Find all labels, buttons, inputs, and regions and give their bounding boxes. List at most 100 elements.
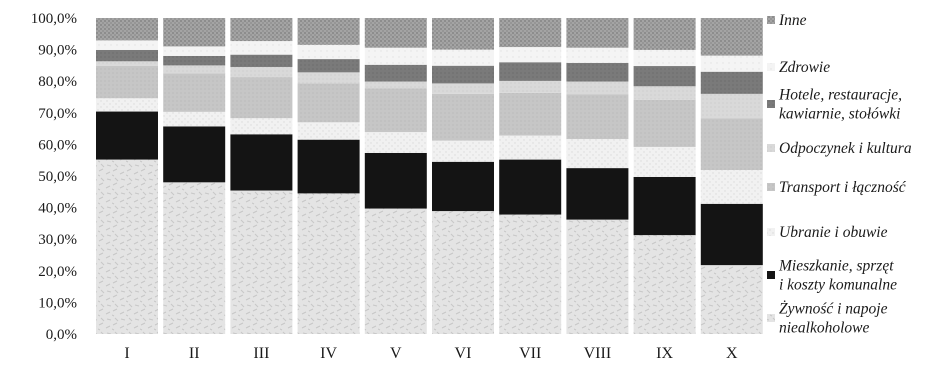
legend-label: Zdrowie bbox=[779, 59, 830, 76]
bar-segment bbox=[700, 169, 763, 204]
y-tick-label: 50,0% bbox=[38, 169, 77, 185]
bar-segment bbox=[633, 18, 696, 50]
legend-label: i koszty komunalne bbox=[779, 277, 897, 294]
x-tick-label: IX bbox=[656, 345, 673, 362]
bar-segment bbox=[96, 111, 158, 160]
x-tick-label: X bbox=[726, 345, 738, 362]
bar-segment bbox=[566, 219, 629, 334]
bar-segment bbox=[297, 59, 360, 73]
bar-segment bbox=[499, 47, 562, 63]
bars bbox=[96, 18, 763, 334]
legend: Inne Zdrowie Hotele, restauracje, kawiarnie… bbox=[767, 12, 912, 337]
bar-segment bbox=[633, 86, 696, 100]
legend-marker bbox=[767, 183, 775, 191]
bar-segment bbox=[96, 98, 158, 112]
bar-segment bbox=[700, 118, 763, 170]
bar-segment bbox=[364, 152, 427, 209]
bar-segment bbox=[499, 214, 562, 334]
bar-segment bbox=[96, 61, 158, 66]
bar-segment bbox=[163, 182, 226, 334]
legend-label: Odpoczynek i kultura bbox=[779, 140, 912, 157]
x-tick-label: I bbox=[124, 345, 129, 362]
bar-segment bbox=[633, 235, 696, 334]
y-axis: 0,0% 10,0% 20,0% 30,0% 40,0% 50,0% 60,0% 70,0% 8… bbox=[31, 11, 77, 343]
bar-segment bbox=[364, 132, 427, 153]
bar-segment bbox=[297, 122, 360, 140]
bar-segment bbox=[432, 93, 494, 141]
bar-segment bbox=[297, 83, 360, 123]
bar-segment bbox=[432, 140, 494, 162]
bar-segment bbox=[633, 176, 696, 236]
bar-segment bbox=[163, 55, 226, 66]
bar-segment bbox=[96, 18, 158, 41]
bar-segment bbox=[230, 54, 293, 67]
bar-segment bbox=[700, 71, 763, 94]
legend-marker bbox=[767, 314, 775, 322]
bar-segment bbox=[230, 41, 293, 55]
bar-segment bbox=[163, 73, 226, 112]
bar-segment bbox=[700, 55, 763, 72]
bar-segment bbox=[432, 18, 494, 50]
bar-segment bbox=[163, 126, 226, 183]
bar-segment bbox=[499, 135, 562, 160]
y-tick-label: 100,0% bbox=[31, 11, 77, 27]
bar-segment bbox=[499, 92, 562, 136]
bar-segment bbox=[364, 81, 427, 89]
bar-segment bbox=[297, 72, 360, 84]
legend-label: kawiarnie, stołówki bbox=[779, 106, 900, 123]
bar-segment bbox=[566, 47, 629, 63]
bar-segment bbox=[566, 139, 629, 169]
bar-segment bbox=[163, 46, 226, 56]
bar-segment bbox=[432, 161, 494, 212]
x-tick-label: VI bbox=[455, 345, 472, 362]
legend-marker bbox=[767, 271, 775, 279]
bar-segment bbox=[566, 62, 629, 82]
bar-segment bbox=[566, 81, 629, 95]
y-tick-label: 80,0% bbox=[38, 74, 77, 90]
bar-segment bbox=[700, 203, 763, 266]
bar-segment bbox=[96, 65, 158, 99]
bar-segment bbox=[163, 111, 226, 127]
bar-segment bbox=[96, 49, 158, 62]
bar-segment bbox=[633, 99, 696, 147]
y-tick-label: 30,0% bbox=[38, 232, 77, 248]
bar-segment bbox=[633, 146, 696, 177]
bar-segment bbox=[364, 208, 427, 334]
x-tick-label: III bbox=[253, 345, 269, 362]
legend-marker bbox=[767, 16, 775, 24]
bar-segment bbox=[566, 168, 629, 220]
bar-segment bbox=[230, 118, 293, 135]
legend-label: Transport i łączność bbox=[779, 179, 907, 196]
x-tick-label: IV bbox=[320, 345, 337, 362]
bar-segment bbox=[230, 66, 293, 78]
legend-label: Inne bbox=[778, 12, 807, 29]
bar-segment bbox=[633, 66, 696, 87]
bar-segment bbox=[230, 77, 293, 119]
bar-segment bbox=[432, 83, 494, 94]
bar-segment bbox=[432, 65, 494, 84]
bar-segment bbox=[432, 211, 494, 334]
bar-segment bbox=[700, 93, 763, 119]
x-tick-label: V bbox=[390, 345, 402, 362]
bar-segment bbox=[633, 49, 696, 67]
x-tick-label: VIII bbox=[584, 345, 612, 362]
y-tick-label: 60,0% bbox=[38, 137, 77, 153]
bar-segment bbox=[230, 18, 293, 42]
legend-marker bbox=[767, 144, 775, 152]
y-tick-label: 90,0% bbox=[38, 43, 77, 59]
legend-label: niealkoholowe bbox=[779, 320, 870, 337]
legend-marker bbox=[767, 228, 775, 236]
x-axis: I II III IV V VI VII VIII IX X bbox=[124, 345, 738, 362]
bar-segment bbox=[163, 18, 226, 47]
y-tick-label: 40,0% bbox=[38, 201, 77, 217]
bar-segment bbox=[364, 88, 427, 133]
bar-segment bbox=[499, 159, 562, 215]
legend-label: Mieszkanie, sprzęt bbox=[778, 258, 894, 275]
bar-segment bbox=[700, 265, 763, 334]
bar-segment bbox=[297, 193, 360, 334]
bar-segment bbox=[499, 62, 562, 81]
y-tick-label: 10,0% bbox=[38, 295, 77, 311]
bar-segment bbox=[364, 18, 427, 48]
